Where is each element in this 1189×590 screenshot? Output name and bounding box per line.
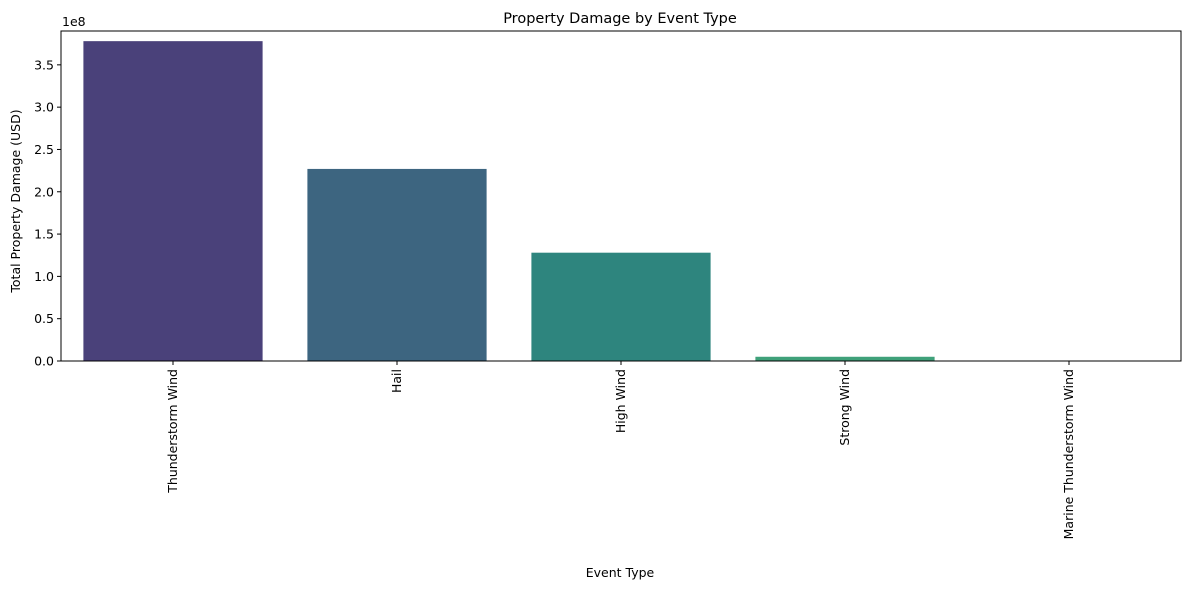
bars-group xyxy=(83,41,1159,362)
x-tick-label: Marine Thunderstorm Wind xyxy=(1061,369,1076,539)
y-tick-label: 1.0 xyxy=(34,269,54,284)
y-axis-label: Total Property Damage (USD) xyxy=(8,109,23,293)
y-tick-label: 0.5 xyxy=(34,311,54,326)
y-tick-label: 0.0 xyxy=(34,354,54,369)
y-tick-label: 2.0 xyxy=(34,184,54,199)
y-offset-label: 1e8 xyxy=(62,14,86,29)
y-tick-label: 3.5 xyxy=(34,57,54,72)
x-tick-label: Thunderstorm Wind xyxy=(165,369,180,494)
x-tick-label: Hail xyxy=(389,369,404,393)
bar-thunderstorm-wind xyxy=(83,41,263,362)
chart-title: Property Damage by Event Type xyxy=(503,11,737,27)
bar-high-wind xyxy=(531,252,711,361)
x-tick-label: Strong Wind xyxy=(837,369,852,446)
x-axis-label: Event Type xyxy=(586,565,655,580)
bar-hail xyxy=(307,168,487,361)
x-tick-label: High Wind xyxy=(613,369,628,433)
bar-strong-wind xyxy=(755,356,935,361)
y-tick-label: 2.5 xyxy=(34,142,54,157)
y-tick-label: 3.0 xyxy=(34,100,54,115)
y-tick-label: 1.5 xyxy=(34,227,54,242)
plot-frame xyxy=(60,30,1182,362)
x-axis: Thunderstorm Wind Hail High Wind Strong Win… xyxy=(165,361,1076,539)
y-axis: 0.0 0.5 1.0 1.5 2.0 2.5 3.0 3.5 xyxy=(34,57,61,369)
